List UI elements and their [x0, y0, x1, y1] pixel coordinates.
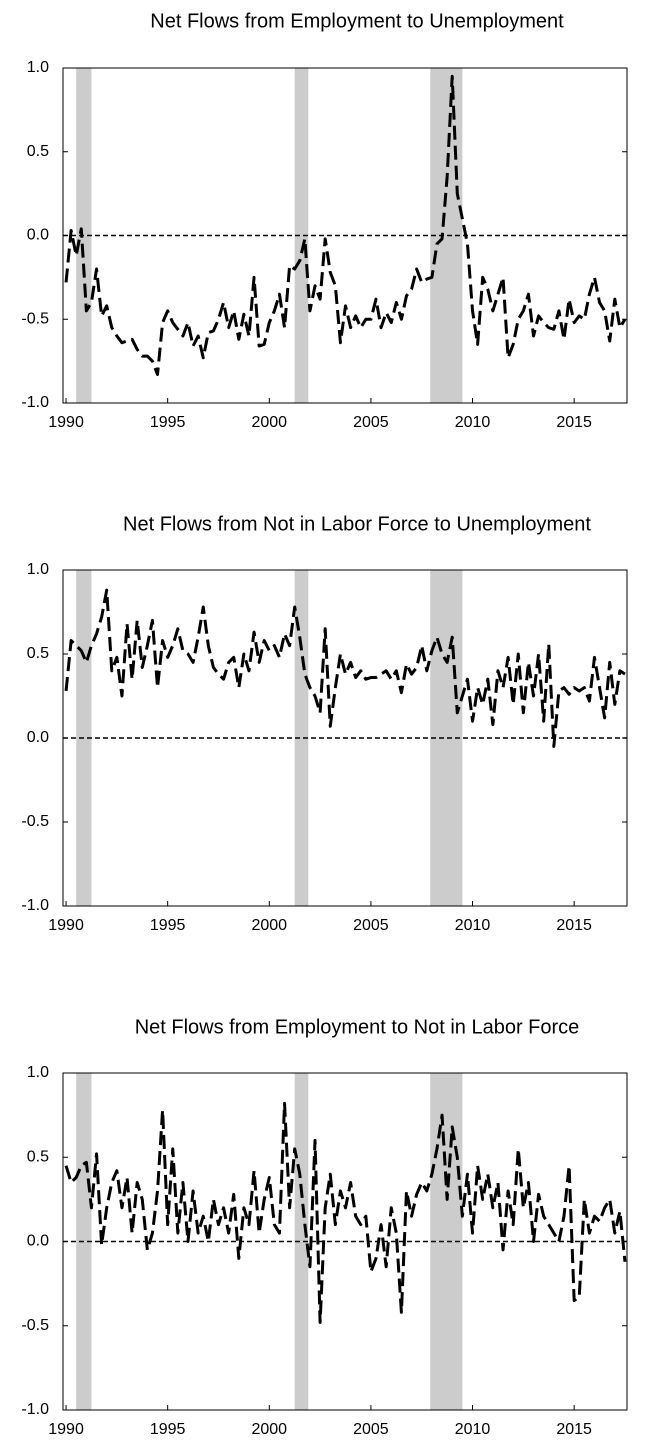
x-tick-label: 1990 [48, 414, 84, 431]
y-tick-label: 0.5 [27, 645, 49, 662]
y-tick-label: -0.5 [21, 813, 49, 830]
x-tick-label: 2000 [251, 917, 287, 934]
data-line [64, 588, 626, 748]
x-tick-label: 1995 [150, 917, 186, 934]
data-line [64, 74, 627, 377]
y-tick-label: 1.0 [27, 59, 49, 76]
x-tick-label: 2015 [556, 917, 592, 934]
x-tick-label: 2010 [455, 1421, 491, 1438]
y-tick-label: 0.5 [27, 1148, 49, 1165]
x-tick-label: 1990 [48, 917, 84, 934]
chart-title: Net Flows from Employment to Not in Labo… [135, 1016, 580, 1038]
x-tick-label: 2015 [556, 1421, 592, 1438]
y-tick-label: -0.5 [21, 1317, 49, 1334]
x-tick-label: 1995 [150, 414, 186, 431]
y-tick-label: 1.0 [27, 1064, 49, 1081]
y-tick-label: 0.0 [27, 227, 49, 244]
x-tick-label: 2005 [353, 414, 389, 431]
chart-title: Net Flows from Not in Labor Force to Une… [123, 513, 591, 535]
recession-shade [294, 1073, 309, 1410]
y-tick-label: 0.5 [27, 143, 49, 160]
y-tick-label: -1.0 [21, 897, 49, 914]
x-tick-label: 2015 [556, 414, 592, 431]
y-tick-label: 0.0 [27, 729, 49, 746]
plot-frame [62, 1072, 628, 1411]
y-tick-label: 0.0 [27, 1233, 49, 1250]
x-tick-label: 2010 [455, 414, 491, 431]
x-tick-label: 2000 [251, 1421, 287, 1438]
x-tick-label: 2005 [353, 917, 389, 934]
recession-shade [294, 570, 309, 906]
chart-title: Net Flows from Employment to Unemploymen… [150, 10, 564, 32]
x-tick-label: 1990 [48, 1421, 84, 1438]
plot-frame [62, 67, 628, 404]
x-tick-label: 2010 [455, 917, 491, 934]
y-tick-label: -1.0 [21, 394, 49, 411]
x-tick-label: 2005 [353, 1421, 389, 1438]
x-tick-label: 1995 [150, 1421, 186, 1438]
recession-shade [294, 68, 309, 403]
y-tick-label: -1.0 [21, 1401, 49, 1418]
y-tick-label: -0.5 [21, 310, 49, 327]
plot-frame [62, 569, 628, 907]
x-tick-label: 2000 [251, 414, 287, 431]
y-tick-label: 1.0 [27, 561, 49, 578]
data-line [64, 1101, 627, 1324]
